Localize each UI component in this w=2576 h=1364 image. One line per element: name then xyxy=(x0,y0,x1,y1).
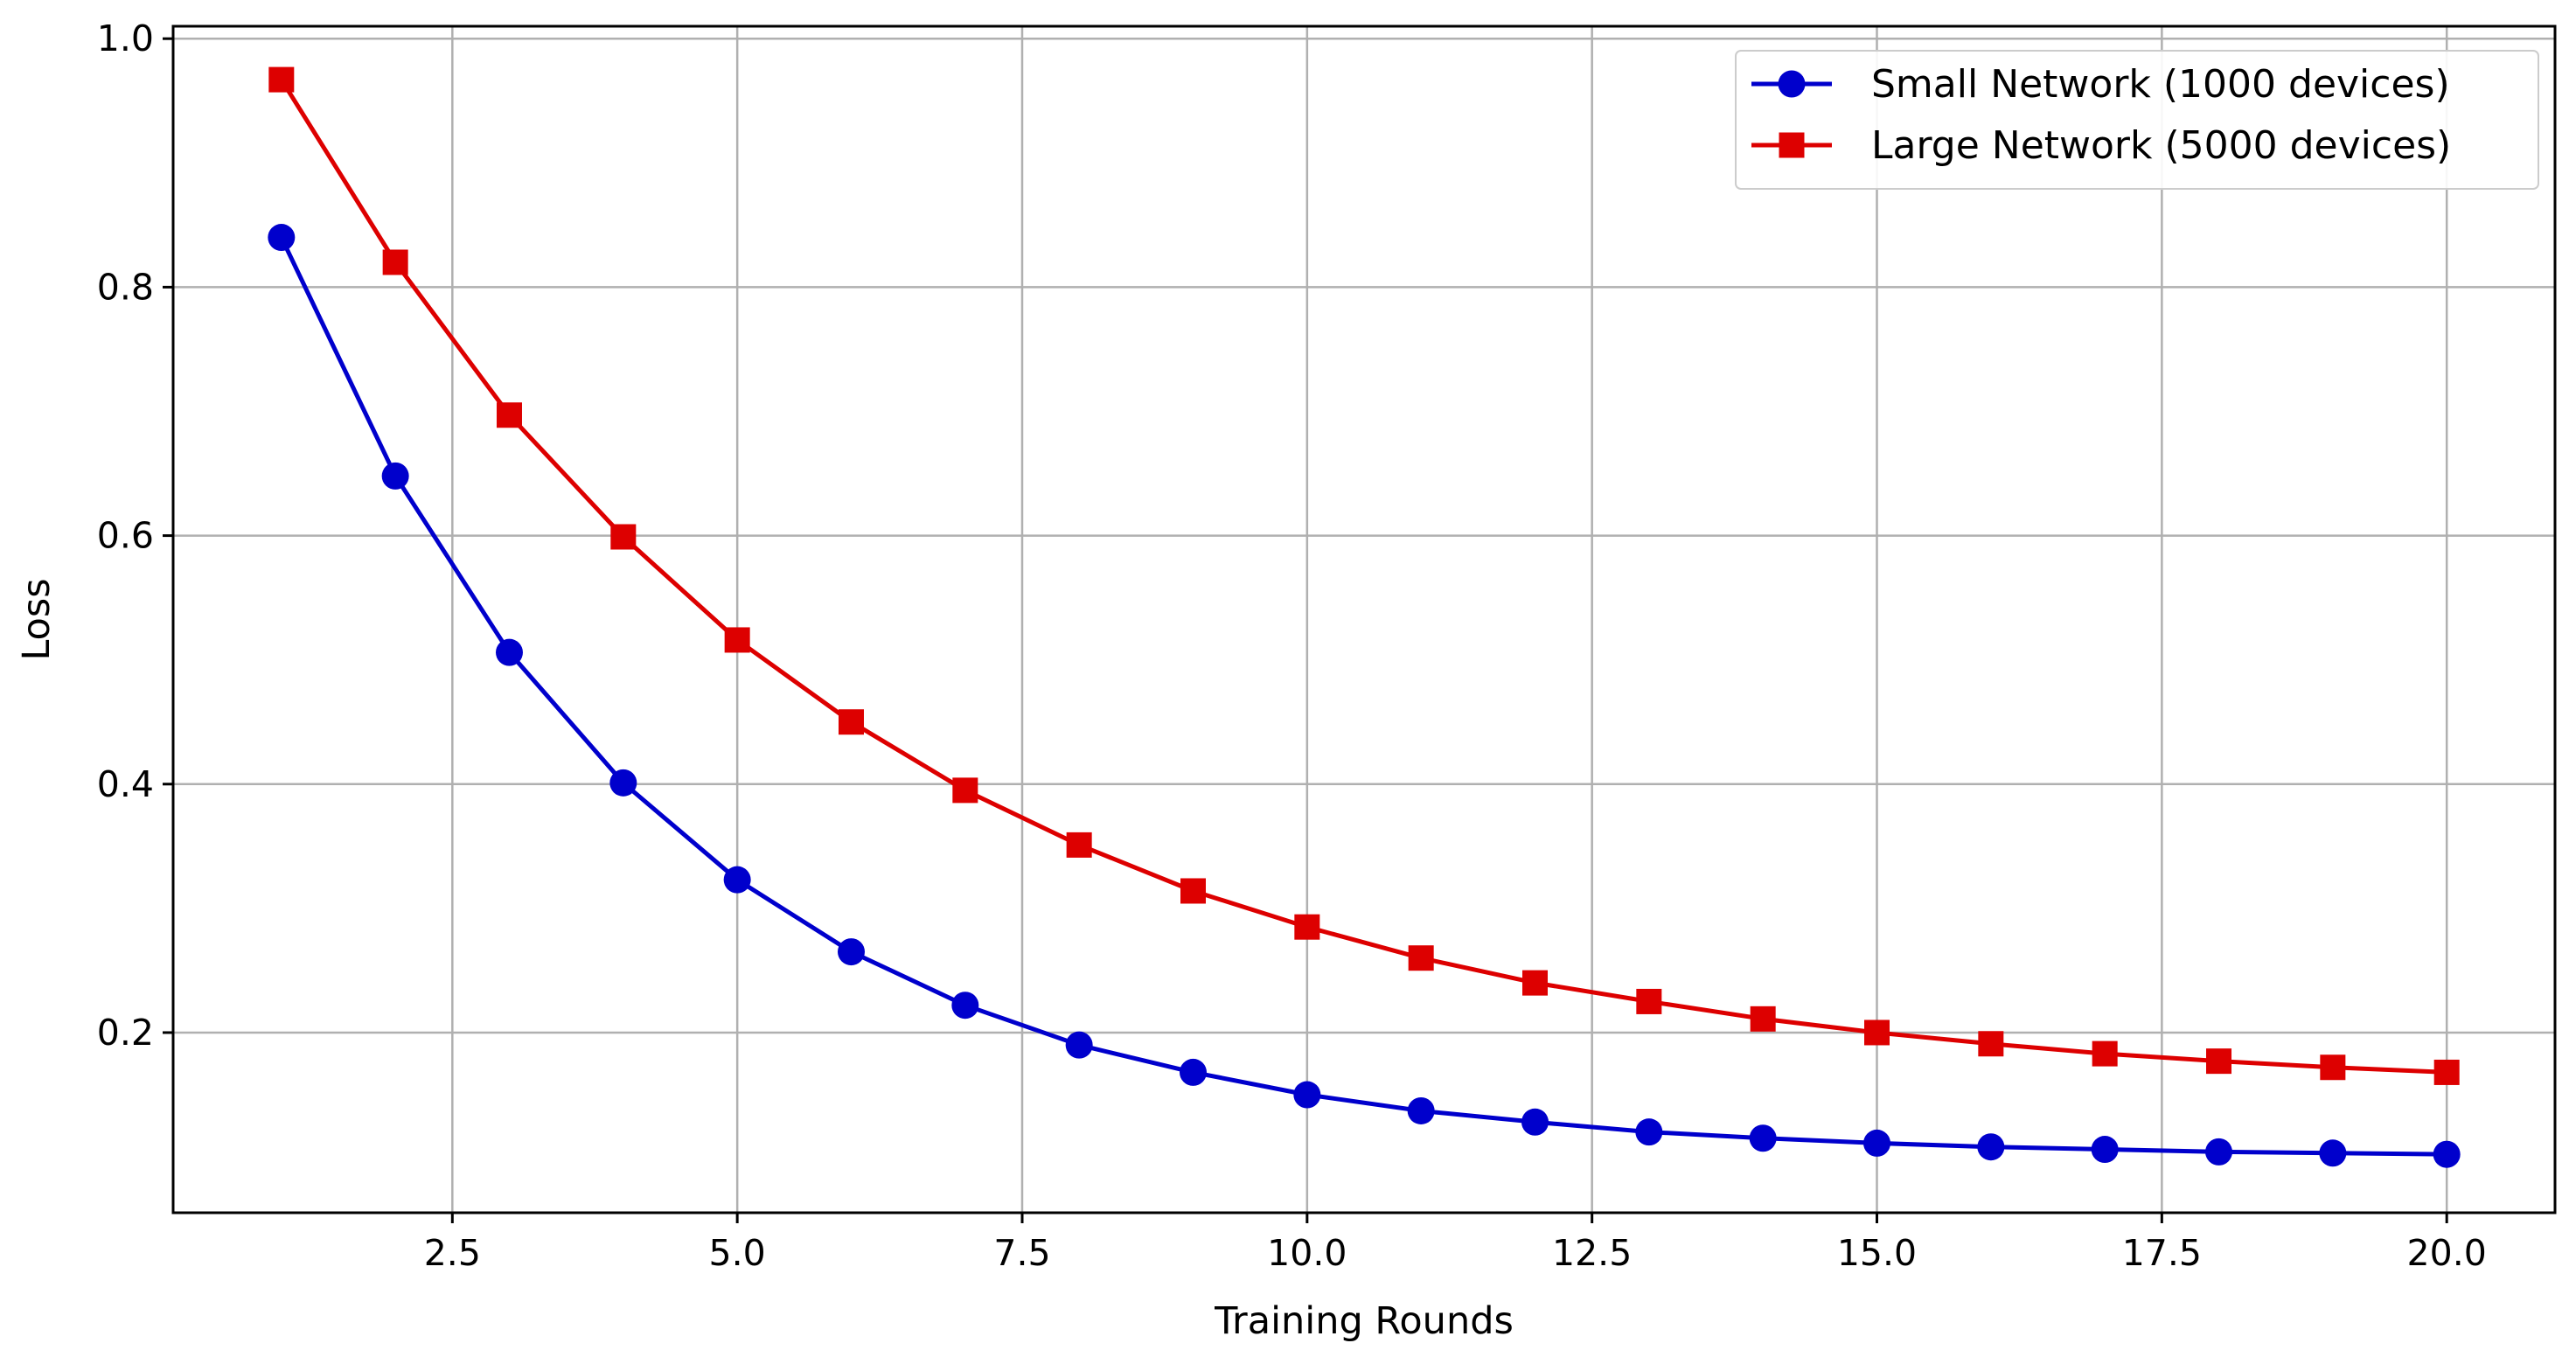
data-point xyxy=(2205,1138,2233,1166)
data-point xyxy=(382,249,408,275)
x-tick-label: 2.5 xyxy=(424,1232,481,1274)
plot-frame xyxy=(171,24,2557,1214)
data-point xyxy=(381,462,409,490)
data-point xyxy=(1522,970,1549,996)
series-line xyxy=(279,78,2447,1075)
data-point xyxy=(723,866,751,894)
x-tick-label: 12.5 xyxy=(1552,1232,1632,1274)
data-point xyxy=(837,938,865,966)
y-tick-label: 0.2 xyxy=(97,1012,154,1054)
data-point xyxy=(952,777,978,804)
legend-entry: Large Network (5000 devices) xyxy=(1751,123,2451,168)
legend-label: Large Network (5000 devices) xyxy=(1871,123,2451,168)
x-axis-label: Training Rounds xyxy=(1214,1299,1514,1343)
legend: Small Network (1000 devices) Large Networ… xyxy=(1735,50,2539,190)
data-point xyxy=(2206,1048,2232,1075)
x-tick-label: 5.0 xyxy=(709,1232,766,1274)
y-tick-label: 0.8 xyxy=(97,266,154,308)
x-tick-label: 10.0 xyxy=(1267,1232,1347,1274)
data-point xyxy=(838,709,864,735)
x-tick-label: 15.0 xyxy=(1837,1232,1917,1274)
data-point xyxy=(1750,1006,1776,1032)
data-point xyxy=(609,769,637,797)
data-point xyxy=(1293,1081,1321,1109)
data-point xyxy=(2091,1136,2119,1164)
data-point xyxy=(2092,1040,2118,1067)
data-point xyxy=(951,992,979,1020)
data-point xyxy=(724,627,750,653)
data-point xyxy=(610,524,637,550)
data-point xyxy=(1636,988,1662,1014)
y-axis-label: Loss xyxy=(15,578,59,660)
data-point xyxy=(1180,878,1206,904)
data-point xyxy=(1749,1124,1777,1152)
series-line xyxy=(279,236,2447,1157)
grid xyxy=(173,26,2555,1213)
data-point xyxy=(496,402,522,428)
data-point xyxy=(1065,1031,1093,1059)
data-point xyxy=(2433,1059,2460,1085)
legend-box xyxy=(1735,50,2539,190)
series-large-network xyxy=(268,66,2460,1085)
y-tick-label: 0.6 xyxy=(97,515,154,557)
legend-marker xyxy=(1778,70,1806,98)
data-point xyxy=(268,66,295,93)
data-point xyxy=(268,224,296,252)
data-point xyxy=(1294,914,1320,940)
x-tick-label: 7.5 xyxy=(993,1232,1050,1274)
legend-entry: Small Network (1000 devices) xyxy=(1751,62,2450,107)
data-point xyxy=(1179,1058,1207,1086)
series xyxy=(268,66,2461,1168)
data-point xyxy=(2320,1054,2346,1081)
data-point xyxy=(1066,832,1092,858)
y-tick-label: 0.4 xyxy=(97,763,154,805)
x-tick-label: 20.0 xyxy=(2407,1232,2487,1274)
data-point xyxy=(1521,1108,1549,1136)
data-point xyxy=(2433,1140,2461,1168)
ticks: 2.5 5.0 7.5 10.0 12.5 15.0 17.5 20.0 0.2 0.4 0.6 0.… xyxy=(97,17,2487,1274)
data-point xyxy=(1977,1133,2005,1161)
legend-marker xyxy=(1779,132,1805,158)
data-point xyxy=(2319,1139,2347,1167)
data-point xyxy=(1864,1020,1890,1046)
data-point xyxy=(1863,1129,1891,1157)
data-point xyxy=(1635,1118,1663,1146)
data-point xyxy=(495,638,523,666)
data-point xyxy=(1978,1031,2004,1057)
legend-label: Small Network (1000 devices) xyxy=(1871,62,2450,107)
y-tick-label: 1.0 xyxy=(97,17,154,59)
series-small-network xyxy=(268,224,2461,1168)
data-point xyxy=(1407,1096,1435,1124)
data-point xyxy=(1408,945,1434,971)
x-tick-label: 17.5 xyxy=(2122,1232,2202,1274)
